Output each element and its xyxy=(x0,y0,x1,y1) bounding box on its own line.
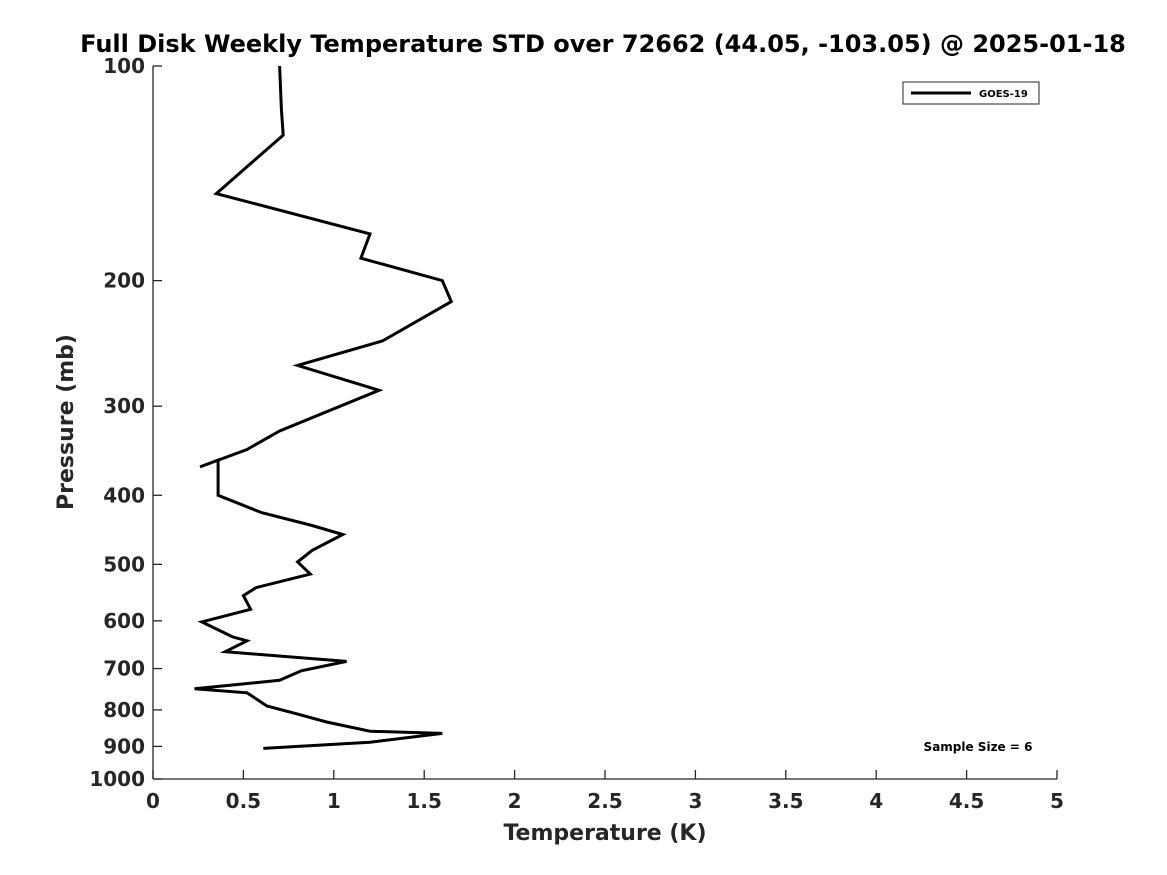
x-tick-label: 3.5 xyxy=(768,789,803,813)
y-tick-label: 1000 xyxy=(89,767,145,791)
y-tick-label: 500 xyxy=(103,552,145,576)
y-tick-label: 900 xyxy=(103,734,145,758)
y-tick-label: 100 xyxy=(103,54,145,78)
x-tick-label: 2.5 xyxy=(587,789,622,813)
y-tick-label: 600 xyxy=(103,609,145,633)
legend-label: GOES-19 xyxy=(979,89,1028,100)
chart-title: Full Disk Weekly Temperature STD over 72… xyxy=(80,30,1126,58)
x-tick-label: 1.5 xyxy=(406,789,441,813)
y-tick-label: 700 xyxy=(103,657,145,681)
plot-area: 0 0.5 1 1.5 2 2.5 3 3.5 4 4.5 5 100 200 300 400 500 600 7… xyxy=(89,54,1064,813)
x-tick-label: 0.5 xyxy=(226,789,261,813)
sample-size-annotation: Sample Size = 6 xyxy=(924,740,1033,754)
x-axis-label: Temperature (K) xyxy=(503,821,706,846)
x-tick-label: 4.5 xyxy=(949,789,984,813)
x-tick-label: 0 xyxy=(146,789,160,813)
y-tick-label: 800 xyxy=(103,698,145,722)
x-tick-label: 3 xyxy=(688,789,702,813)
y-tick-label: 200 xyxy=(103,269,145,293)
x-tick-label: 1 xyxy=(327,789,341,813)
y-tick-label: 400 xyxy=(103,483,145,507)
series-line-goes-19 xyxy=(194,65,454,750)
axis-ticks: 0 0.5 1 1.5 2 2.5 3 3.5 4 4.5 5 100 200 300 400 500 600 7… xyxy=(89,54,1064,813)
y-axis-label: Pressure (mb) xyxy=(54,334,79,510)
legend: GOES-19 xyxy=(902,81,1040,105)
y-tick-label: 300 xyxy=(103,394,145,418)
x-tick-label: 2 xyxy=(508,789,522,813)
x-tick-label: 5 xyxy=(1050,789,1064,813)
x-tick-label: 4 xyxy=(869,789,883,813)
